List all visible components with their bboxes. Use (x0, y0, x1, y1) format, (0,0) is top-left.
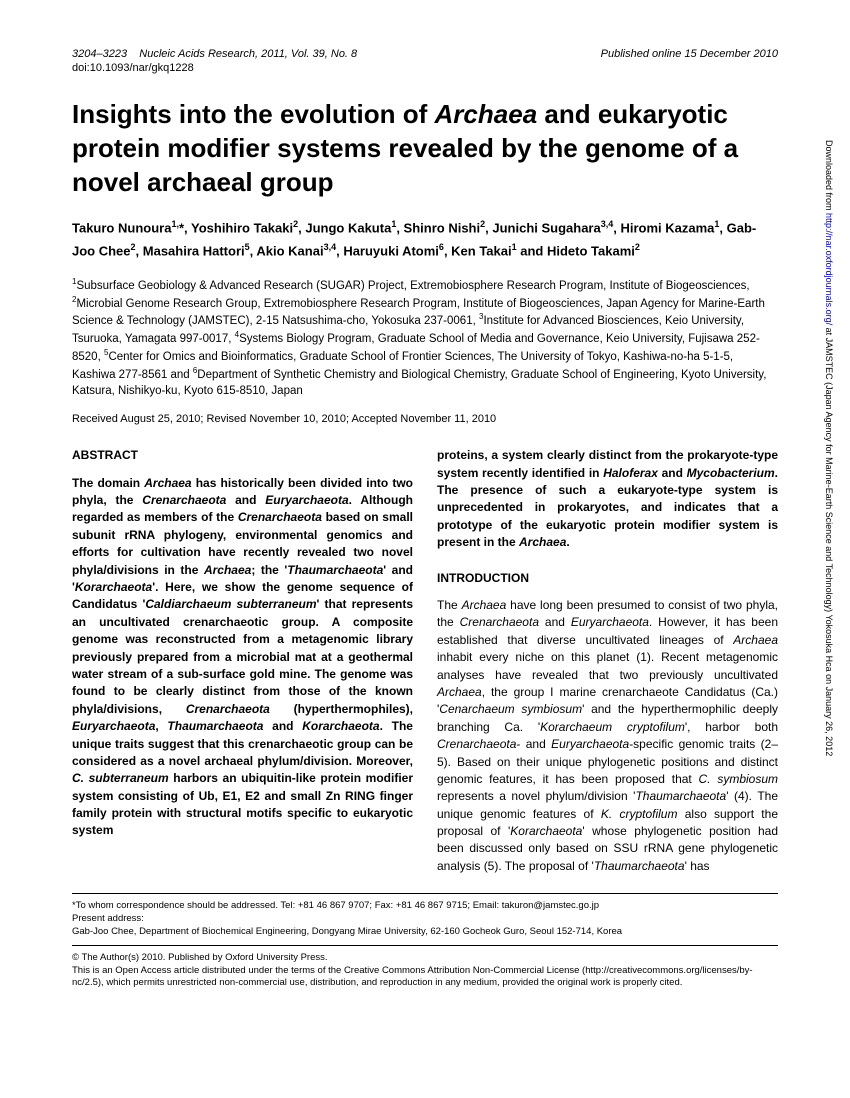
published-online: Published online 15 December 2010 (601, 48, 778, 60)
introduction-body: The Archaea have long been presumed to c… (437, 597, 778, 875)
journal-link[interactable]: http://nar.oxfordjournals.org/ (824, 213, 834, 325)
footer-block: *To whom correspondence should be addres… (72, 900, 778, 990)
article-dates: Received August 25, 2010; Revised Novemb… (72, 413, 778, 425)
header-left: 3204–3223 Nucleic Acids Research, 2011, … (72, 48, 357, 60)
download-sidebar: Downloaded from http://nar.oxfordjournal… (822, 140, 834, 860)
license: This is an Open Access article distribut… (72, 965, 778, 991)
present-address-label: Present address: (72, 913, 778, 926)
footer-divider (72, 893, 778, 900)
article-title: Insights into the evolution of Archaea a… (72, 98, 778, 199)
affiliations: 1Subsurface Geobiology & Advanced Resear… (72, 276, 778, 400)
author-list: Takuro Nunoura1,*, Yoshihiro Takaki2, Ju… (72, 217, 778, 261)
abstract-continuation: proteins, a system clearly distinct from… (437, 447, 778, 551)
left-column: ABSTRACT The domain Archaea has historic… (72, 447, 413, 875)
introduction-heading: INTRODUCTION (437, 570, 778, 587)
right-column: proteins, a system clearly distinct from… (437, 447, 778, 875)
two-column-body: ABSTRACT The domain Archaea has historic… (72, 447, 778, 875)
correspondence: *To whom correspondence should be addres… (72, 900, 778, 913)
doi: doi:10.1093/nar/gkq1228 (72, 62, 778, 74)
present-address: Gab-Joo Chee, Department of Biochemical … (72, 926, 778, 939)
abstract-body: The domain Archaea has historically been… (72, 475, 413, 840)
abstract-heading: ABSTRACT (72, 447, 413, 464)
journal-citation: Nucleic Acids Research, 2011, Vol. 39, N… (139, 48, 357, 60)
running-header: 3204–3223 Nucleic Acids Research, 2011, … (72, 48, 778, 60)
copyright: © The Author(s) 2010. Published by Oxfor… (72, 952, 778, 965)
page-range: 3204–3223 (72, 48, 127, 60)
